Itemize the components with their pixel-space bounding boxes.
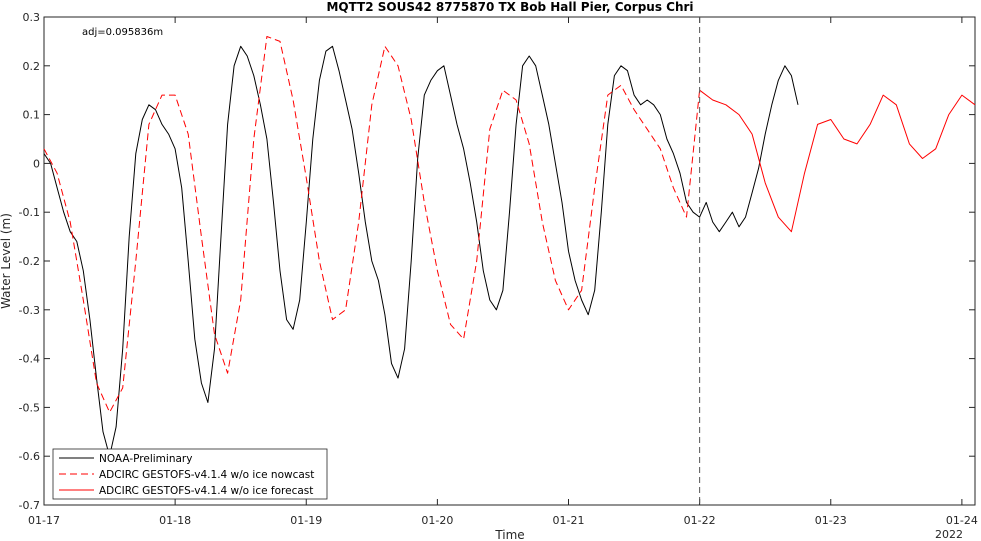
- y-tick-label: -0.1: [19, 206, 40, 219]
- y-tick-label: -0.7: [19, 499, 40, 512]
- chart-title: MQTT2 SOUS42 8775870 TX Bob Hall Pier, C…: [326, 0, 693, 14]
- x-tick-label: 01-23: [815, 514, 847, 527]
- legend-label-observed: NOAA-Preliminary: [99, 453, 192, 465]
- y-tick-label: 0.2: [23, 60, 41, 73]
- x-tick-label: 01-18: [159, 514, 191, 527]
- y-tick-label: 0.1: [23, 109, 41, 122]
- y-tick-label: -0.6: [19, 450, 40, 463]
- y-axis-title: Water Level (m): [0, 213, 13, 309]
- series-nowcast-line: [43, 36, 701, 413]
- legend: NOAA-Preliminary ADCIRC GESTOFS-v4.1.4 w…: [52, 448, 328, 500]
- legend-label-forecast: ADCIRC GESTOFS-v4.1.4 w/o ice forecast: [99, 485, 313, 497]
- legend-box: [52, 448, 328, 500]
- year-label: 2022: [935, 528, 963, 541]
- x-axis-title: Time: [494, 528, 524, 541]
- axis-ticks: 01-17 01-18 01-19 01-20 01-21 01-22 01-23 01-24…: [19, 11, 978, 527]
- y-tick-label: -0.3: [19, 304, 40, 317]
- y-tick-label: -0.5: [19, 401, 40, 414]
- series-forecast-line: [699, 89, 976, 233]
- y-tick-label: 0.3: [23, 11, 41, 24]
- x-tick-label: 01-22: [684, 514, 716, 527]
- y-tick-label: -0.2: [19, 255, 40, 268]
- series-observed-line: [43, 45, 799, 457]
- legend-label-nowcast: ADCIRC GESTOFS-v4.1.4 w/o ice nowcast: [99, 469, 314, 481]
- y-tick-label: 0: [33, 157, 40, 170]
- x-tick-label: 01-24: [946, 514, 978, 527]
- y-tick-label: -0.4: [19, 353, 40, 366]
- series-layer: [43, 36, 976, 457]
- x-tick-label: 01-20: [421, 514, 453, 527]
- x-tick-label: 01-19: [290, 514, 322, 527]
- x-tick-label: 01-17: [28, 514, 60, 527]
- x-tick-label: 01-21: [553, 514, 585, 527]
- adjustment-annotation: adj=0.095836m: [82, 27, 163, 38]
